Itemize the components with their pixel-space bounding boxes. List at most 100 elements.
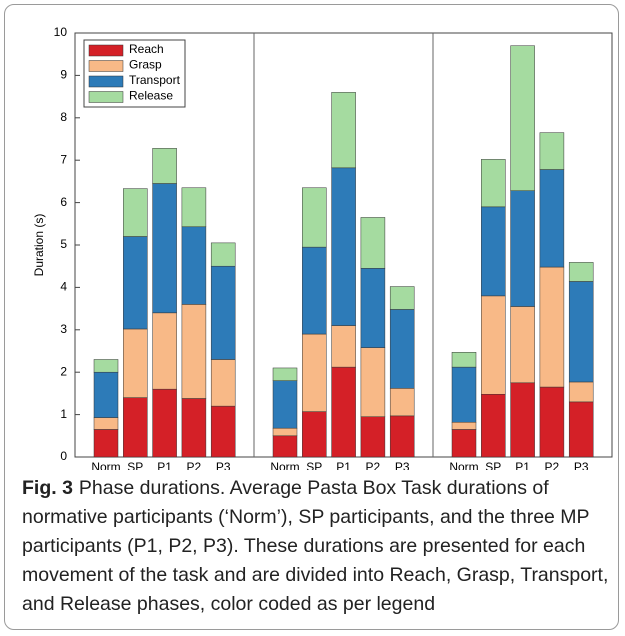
bar-segment [539,386,565,458]
x-tick-label: SP [485,460,501,470]
bar-segment [93,417,119,430]
bar-segment [510,306,535,384]
bar-segment [510,45,535,191]
bar-segment [302,333,327,412]
bar-segment [539,266,565,388]
x-tick-label: Norm [91,460,120,470]
bar-segment [568,262,594,282]
bar-segment [181,398,207,458]
legend-swatch [88,75,124,88]
bar-segment [181,304,207,399]
y-axis-label: Duration (s) [32,214,46,277]
bar-segment [481,159,506,208]
bar-segment [331,366,356,458]
bar-segment [152,148,177,184]
bar-segment [451,421,477,430]
x-tick-label: P2 [545,460,560,470]
legend-label: Reach [129,42,164,56]
legend-swatch [88,91,124,103]
caption: Fig. 3 Phase durations. Average Pasta Box… [22,474,612,619]
bar-segment [210,242,236,267]
caption-text: Phase durations. Average Pasta Box Task … [22,477,609,615]
bar-segment [152,312,177,390]
bar-segment [152,388,177,458]
y-tick-label: 1 [60,407,67,421]
legend-swatch [88,44,124,57]
x-tick-label: P1 [515,460,530,470]
bar-segment [93,429,119,458]
x-tick-label: P3 [216,460,231,470]
bar-segment [389,415,415,458]
bar-segment [331,92,356,169]
bar-segment [389,309,415,389]
bar-segment [210,359,236,407]
x-tick-label: P3 [574,460,589,470]
bar-segment [510,190,535,307]
figure-frame [4,4,619,630]
bar-segment [93,371,119,418]
y-tick-label: 10 [54,25,68,39]
bar-segment [152,183,177,314]
bar-segment [510,382,535,458]
bar-segment [123,397,148,458]
x-tick-label: SP [127,460,143,470]
y-tick-label: 7 [60,152,67,166]
x-tick-label: Norm [270,460,299,470]
y-tick-label: 0 [60,449,67,463]
legend-label: Transport [129,73,181,87]
bar-segment [451,366,477,423]
bar-segment [331,325,356,368]
x-tick-label: P3 [395,460,410,470]
y-tick-label: 8 [60,110,67,124]
bar-segment [302,187,327,248]
bar-segment [272,367,298,381]
legend-label: Grasp [129,58,162,72]
bar-segment [302,246,327,335]
legend-label: Release [129,89,173,103]
x-tick-label: P2 [187,460,202,470]
bar-segment [210,265,236,360]
bar-segment [481,295,506,395]
bar-segment [539,169,565,268]
bar-segment [302,411,327,458]
bar-segment [568,281,594,383]
x-tick-label: P1 [157,460,172,470]
bar-segment [181,226,207,305]
bar-segment [272,427,298,437]
x-tick-label: P2 [366,460,381,470]
bar-segment [272,435,298,458]
bar-segment [93,359,119,373]
y-tick-label: 9 [60,68,67,82]
x-tick-label: P1 [336,460,351,470]
x-tick-label: Norm [449,460,478,470]
bar-segment [481,393,506,458]
y-tick-label: 4 [60,280,67,294]
bar-segment [568,381,594,403]
bar-segment [123,328,148,398]
bar-segment [360,268,386,348]
bar-segment [181,187,207,228]
bar-segment [123,188,148,237]
x-tick-label: SP [306,460,322,470]
bar-segment [389,286,415,310]
caption-label: Fig. 3 [22,477,73,499]
bar-segment [481,206,506,297]
bar-segment [539,132,565,170]
bar-segment [389,388,415,417]
bar-segment [272,380,298,429]
bar-segment [451,352,477,368]
bar-segment [360,217,386,269]
y-tick-label: 5 [60,237,67,251]
y-tick-label: 3 [60,322,67,336]
bar-segment [123,236,148,330]
bar-segment [331,167,356,326]
y-tick-label: 6 [60,195,67,209]
bar-segment [360,416,386,458]
bar-segment [360,347,386,417]
bar-segment [210,405,236,458]
bar-segment [568,401,594,458]
bar-segment [451,429,477,458]
y-tick-label: 2 [60,364,67,378]
